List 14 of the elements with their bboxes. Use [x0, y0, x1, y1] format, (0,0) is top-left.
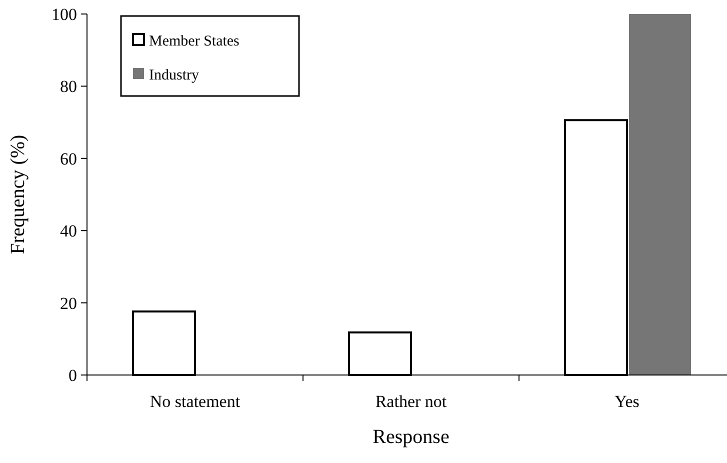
y-tick-label: 20 [60, 294, 77, 313]
y-tick-label: 0 [68, 366, 77, 385]
x-axis-title: Response [372, 426, 450, 448]
legend-label: Industry [149, 67, 200, 84]
y-tick-label: 100 [52, 4, 77, 24]
y-axis-title: Frequency (%) [7, 134, 29, 254]
bar [629, 14, 691, 375]
x-tick-label: No statement [150, 392, 240, 411]
x-tick-label: Yes [614, 392, 640, 411]
y-tick-label: 40 [60, 222, 77, 241]
legend-label: Member States [149, 33, 240, 50]
y-tick-label: 80 [60, 77, 77, 96]
x-tick-label: Rather not [375, 392, 447, 411]
y-tick-label: 60 [60, 149, 77, 168]
